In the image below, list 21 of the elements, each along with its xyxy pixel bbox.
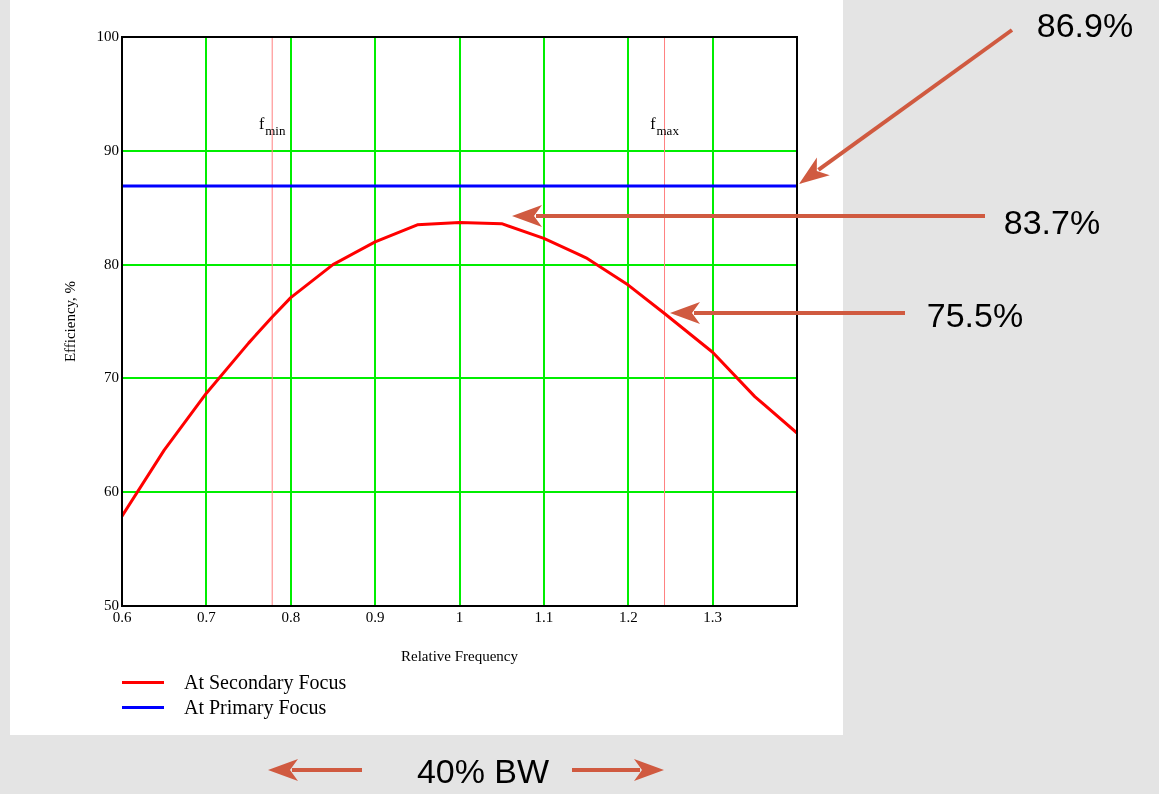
y-tick-label: 50 [104, 596, 119, 613]
x-tick-label: 1.1 [534, 608, 554, 625]
x-tick-label: 0.9 [365, 608, 385, 625]
y-tick-label: 90 [104, 141, 119, 158]
text: 86.9% [1036, 6, 1134, 45]
text: 40% BW [416, 752, 550, 791]
y-axis-title: Efficiency, % [61, 280, 78, 363]
legend-label: At Primary Focus [184, 696, 327, 719]
x-tick-label: 0.7 [197, 608, 217, 625]
text: 75.5% [926, 296, 1024, 335]
text: 83.7% [1003, 203, 1101, 242]
x-tick-label: 1.2 [618, 608, 638, 625]
legend-label: At Secondary Focus [184, 671, 347, 694]
y-tick-label: 70 [104, 369, 119, 386]
x-axis-title: Relative Frequency [400, 647, 519, 664]
y-tick-label: 80 [104, 255, 119, 272]
x-tick-label: 1 [455, 608, 464, 625]
y-tick-label: 100 [96, 27, 119, 44]
x-tick-label: 0.8 [281, 608, 301, 625]
y-tick-label: 60 [104, 483, 119, 500]
x-tick-label: 1.3 [703, 608, 722, 625]
